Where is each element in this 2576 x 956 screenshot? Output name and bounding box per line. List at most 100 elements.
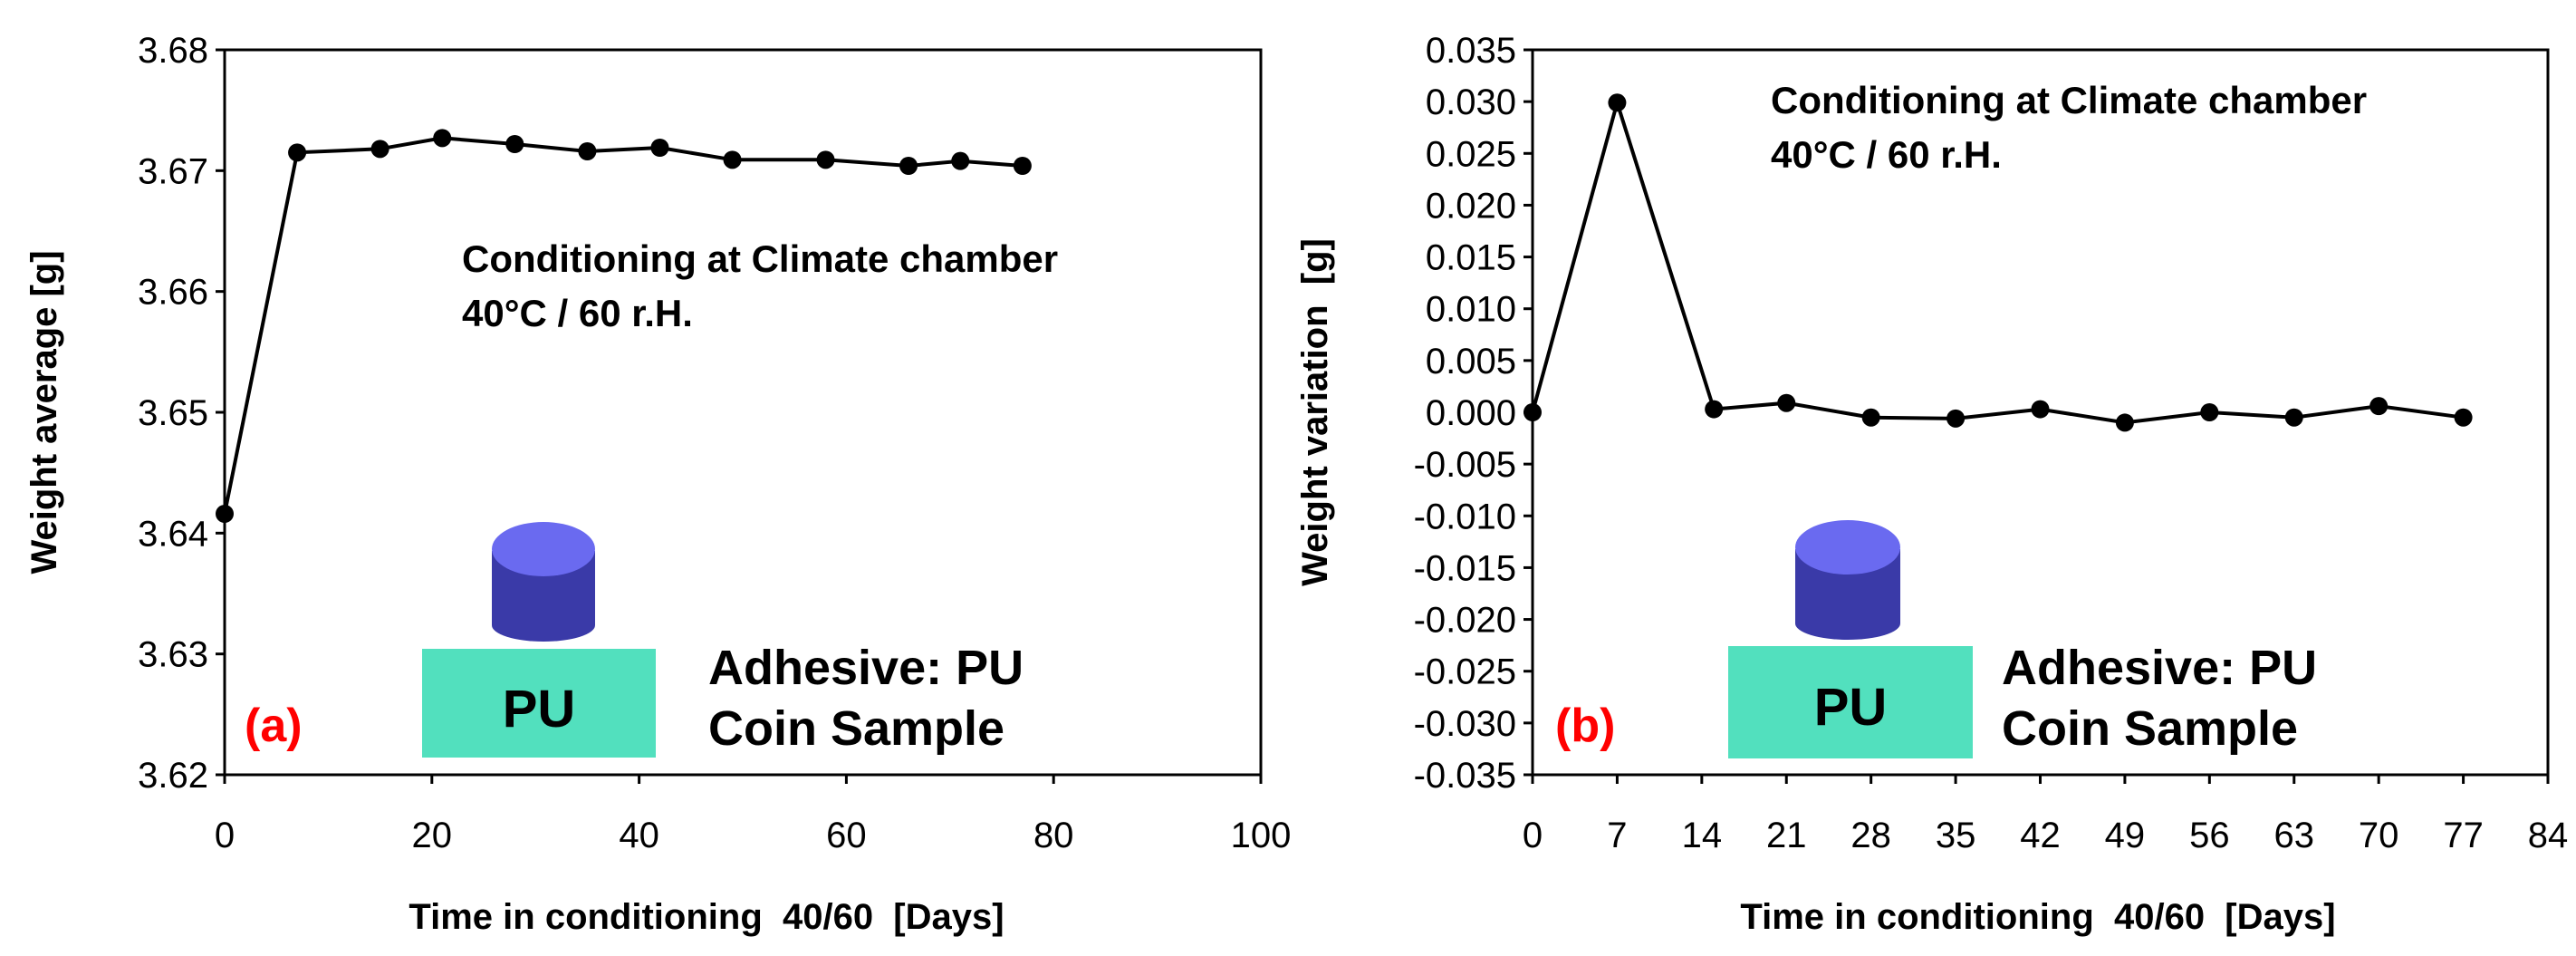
data-point [2284, 408, 2303, 427]
data-point [2115, 413, 2134, 432]
y-axis-title-b: Weight variation [g] [1295, 238, 1335, 586]
data-point [1777, 393, 1796, 412]
data-point [1861, 408, 1880, 427]
plot-area-a [223, 48, 1263, 777]
series-b [1523, 93, 2473, 432]
data-point [2454, 408, 2473, 427]
y-tick-label: 3.67 [138, 151, 208, 191]
y-tick-label: 3.65 [138, 393, 208, 433]
data-point [370, 140, 389, 159]
x-tick-label: 40 [619, 816, 659, 855]
y-tick-label: -0.035 [1414, 756, 1516, 796]
y-tick-label: -0.030 [1414, 704, 1516, 744]
data-point [433, 129, 452, 148]
annotation-line-1-b: Conditioning at Climate chamber [1771, 79, 2367, 121]
data-point [899, 157, 918, 175]
y-tick-label: -0.015 [1414, 548, 1516, 588]
legend-line-1-b: Adhesive: PU [2002, 641, 2317, 695]
chart-panel-b: 0.035 0.030 0.025 0.020 0.015 0.010 0.005 0.000… [1295, 31, 2568, 937]
data-point [578, 142, 597, 160]
data-point [288, 143, 307, 162]
pu-block-b [1728, 646, 1973, 758]
y-tick-label: 0.000 [1426, 393, 1516, 433]
y-tick-label: -0.020 [1414, 601, 1516, 641]
data-point [1705, 400, 1724, 419]
series-line [1531, 96, 2464, 425]
pu-block-label-b: PU [1814, 678, 1888, 737]
x-tick-label: 63 [2274, 816, 2315, 855]
data-point [216, 505, 234, 523]
x-tick-label: 84 [2528, 816, 2569, 855]
y-tick-label: 0.010 [1426, 290, 1516, 330]
y-tick-label: 3.66 [138, 273, 208, 313]
x-axis-title-a: Time in conditioning 40/60 [Days] [409, 897, 1004, 937]
y-tick-label: -0.010 [1414, 497, 1516, 536]
panel-label-b: (b) [1555, 700, 1615, 752]
x-axis-ticks-a: 0 20 40 60 80 100 [215, 775, 1292, 855]
legend-line-2-a: Coin Sample [708, 701, 1004, 756]
pu-block-a [422, 649, 656, 758]
panel-label-a: (a) [245, 700, 303, 752]
x-tick-label: 14 [1682, 816, 1723, 855]
x-tick-label: 0 [1523, 816, 1543, 855]
y-tick-label: 3.63 [138, 635, 208, 675]
cylinder-top-b [1795, 520, 1900, 575]
data-point [1608, 93, 1627, 112]
x-tick-label: 28 [1850, 816, 1891, 855]
y-tick-label: 0.030 [1426, 82, 1516, 122]
data-point [505, 135, 524, 153]
pu-block-label-a: PU [503, 680, 576, 739]
data-point [1013, 157, 1032, 175]
x-tick-label: 35 [1936, 816, 1976, 855]
data-point [650, 139, 669, 157]
y-tick-label: 0.035 [1426, 31, 1516, 71]
x-tick-label: 7 [1607, 816, 1627, 855]
coin-sample-illustration-a: PU [422, 522, 656, 758]
y-axis-title-a: Weight average [g] [24, 250, 64, 574]
y-tick-label: -0.025 [1414, 652, 1516, 692]
x-tick-label: 56 [2189, 816, 2230, 855]
annotation-line-1-a: Conditioning at Climate chamber [462, 237, 1058, 280]
x-tick-label: 70 [2359, 816, 2399, 855]
x-tick-label: 42 [2020, 816, 2061, 855]
x-tick-label: 80 [1033, 816, 1074, 855]
annotation-line-2-a: 40°C / 60 r.H. [462, 292, 693, 334]
x-tick-label: 21 [1766, 816, 1807, 855]
data-point [816, 150, 835, 169]
data-point [2200, 403, 2219, 421]
annotation-line-2-b: 40°C / 60 r.H. [1771, 133, 2002, 176]
y-tick-label: 0.005 [1426, 342, 1516, 381]
x-tick-label: 100 [1231, 816, 1292, 855]
x-axis-title-b: Time in conditioning 40/60 [Days] [1740, 897, 2335, 937]
legend-line-2-b: Coin Sample [2002, 701, 2298, 756]
y-tick-label: -0.005 [1414, 445, 1516, 485]
y-tick-label: 0.020 [1426, 186, 1516, 226]
data-point [1946, 409, 1966, 428]
x-tick-label: 60 [826, 816, 867, 855]
data-point [2369, 397, 2389, 416]
series-a [216, 129, 1032, 523]
x-tick-label: 77 [2443, 816, 2484, 855]
y-tick-label: 0.025 [1426, 134, 1516, 174]
chart-panel-a: 3.62 3.63 3.64 3.65 3.66 3.67 3.68 0 20 40 60 80 10… [24, 31, 1291, 937]
data-point [1523, 403, 1542, 421]
coin-sample-illustration-b: PU [1728, 520, 1973, 758]
y-axis-ticks-b: 0.035 0.030 0.025 0.020 0.015 0.010 0.005 0.000… [1414, 31, 1533, 796]
x-tick-label: 0 [215, 816, 235, 855]
y-tick-label: 0.015 [1426, 238, 1516, 278]
legend-line-1-a: Adhesive: PU [708, 641, 1024, 695]
cylinder-top-a [492, 522, 595, 576]
cylinder-side-a [492, 551, 595, 642]
cylinder-side-b [1795, 549, 1900, 640]
data-point [723, 150, 742, 169]
y-tick-label: 3.68 [138, 31, 208, 71]
x-tick-label: 49 [2105, 816, 2146, 855]
y-tick-label: 3.62 [138, 756, 208, 796]
x-tick-label: 20 [412, 816, 453, 855]
y-tick-label: 3.64 [138, 514, 208, 554]
data-point [2031, 400, 2050, 419]
x-axis-ticks-b: 0 7 14 21 28 35 42 49 56 63 70 77 84 [1523, 775, 2568, 855]
data-point [951, 151, 970, 170]
y-axis-ticks-a: 3.62 3.63 3.64 3.65 3.66 3.67 3.68 [138, 31, 225, 796]
